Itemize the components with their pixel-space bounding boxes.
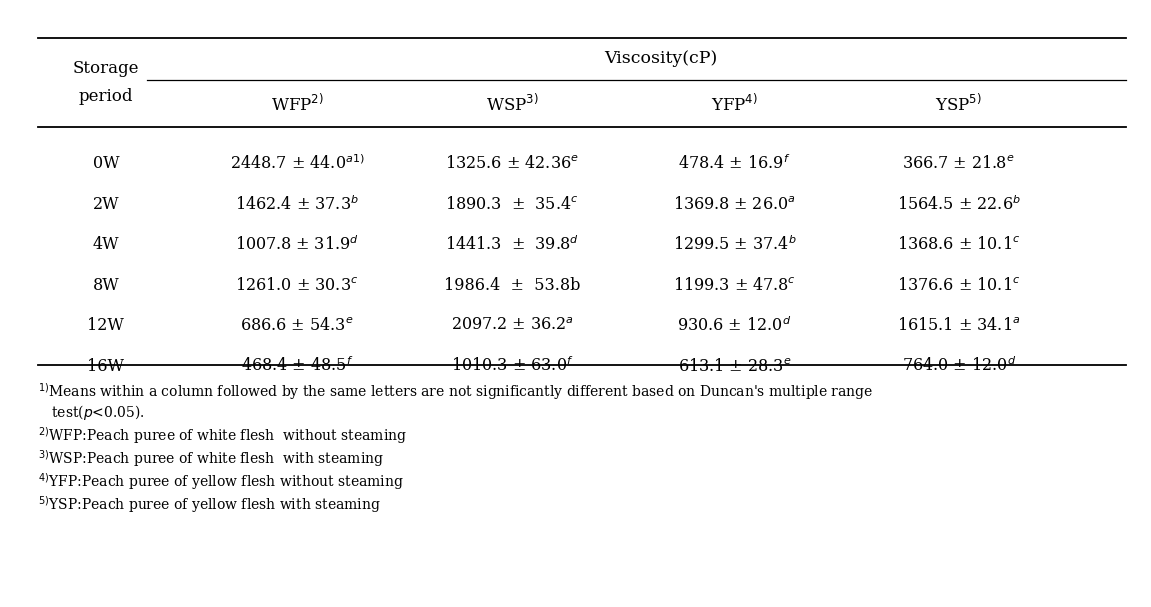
- Text: 1325.6 ± 42.36$^{e}$: 1325.6 ± 42.36$^{e}$: [445, 155, 579, 172]
- Text: 613.1 ± 28.3$^{e}$: 613.1 ± 28.3$^{e}$: [678, 358, 791, 375]
- Text: 4W: 4W: [92, 236, 120, 253]
- Text: YSP$^{5)}$: YSP$^{5)}$: [936, 93, 982, 114]
- Text: Viscosity(cP): Viscosity(cP): [604, 50, 717, 67]
- Text: 1441.3  ±  39.8$^{d}$: 1441.3 ± 39.8$^{d}$: [445, 236, 579, 254]
- Text: WFP$^{2)}$: WFP$^{2)}$: [270, 93, 323, 114]
- Text: 16W: 16W: [87, 358, 124, 375]
- Text: YFP$^{4)}$: YFP$^{4)}$: [711, 93, 757, 114]
- Text: Storage
period: Storage period: [73, 60, 139, 105]
- Text: 1462.4 ± 37.3$^{b}$: 1462.4 ± 37.3$^{b}$: [235, 195, 359, 214]
- Text: 1299.5 ± 37.4$^{b}$: 1299.5 ± 37.4$^{b}$: [672, 236, 796, 254]
- Text: $^{4)}$YFP:Peach puree of yellow flesh without steaming: $^{4)}$YFP:Peach puree of yellow flesh w…: [38, 471, 404, 492]
- Text: 1376.6 ± 10.1$^{c}$: 1376.6 ± 10.1$^{c}$: [897, 277, 1021, 294]
- Text: 2448.7 ± 44.0$^{a1)}$: 2448.7 ± 44.0$^{a1)}$: [229, 155, 365, 173]
- Text: 1007.8 ± 31.9$^{d}$: 1007.8 ± 31.9$^{d}$: [235, 236, 359, 254]
- Text: 1564.5 ± 22.6$^{b}$: 1564.5 ± 22.6$^{b}$: [897, 195, 1021, 214]
- Text: 12W: 12W: [87, 317, 124, 334]
- Text: 468.4 ± 48.5$^{f}$: 468.4 ± 48.5$^{f}$: [241, 357, 353, 375]
- Text: test($p$<0.05).: test($p$<0.05).: [38, 403, 145, 422]
- Text: 1890.3  ±  35.4$^{c}$: 1890.3 ± 35.4$^{c}$: [445, 196, 579, 213]
- Text: 930.6 ± 12.0$^{d}$: 930.6 ± 12.0$^{d}$: [677, 317, 792, 335]
- Text: $^{1)}$Means within a column followed by the same letters are not significantly : $^{1)}$Means within a column followed by…: [38, 381, 874, 402]
- Text: 1369.8 ± 26.0$^{a}$: 1369.8 ± 26.0$^{a}$: [673, 196, 795, 213]
- Text: 1199.3 ± 47.8$^{c}$: 1199.3 ± 47.8$^{c}$: [673, 277, 795, 294]
- Text: 8W: 8W: [92, 277, 120, 294]
- Text: 764.0 ± 12.0$^{d}$: 764.0 ± 12.0$^{d}$: [901, 357, 1016, 375]
- Text: 366.7 ± 21.8$^{e}$: 366.7 ± 21.8$^{e}$: [902, 155, 1015, 172]
- Text: 2W: 2W: [92, 196, 120, 213]
- Text: 0W: 0W: [92, 155, 120, 172]
- Text: 478.4 ± 16.9$^{f}$: 478.4 ± 16.9$^{f}$: [678, 155, 791, 173]
- Text: 1010.3 ± 63.0$^{f}$: 1010.3 ± 63.0$^{f}$: [451, 357, 573, 375]
- Text: 2097.2 ± 36.2$^{a}$: 2097.2 ± 36.2$^{a}$: [451, 317, 573, 334]
- Text: 1986.4  ±  53.8b: 1986.4 ± 53.8b: [444, 277, 580, 294]
- Text: $^{3)}$WSP:Peach puree of white flesh  with steaming: $^{3)}$WSP:Peach puree of white flesh wi…: [38, 448, 384, 469]
- Text: 1368.6 ± 10.1$^{c}$: 1368.6 ± 10.1$^{c}$: [897, 236, 1021, 253]
- Text: WSP$^{3)}$: WSP$^{3)}$: [486, 93, 539, 114]
- Text: 686.6 ± 54.3$^{e}$: 686.6 ± 54.3$^{e}$: [241, 317, 353, 334]
- Text: $^{2)}$WFP:Peach puree of white flesh  without steaming: $^{2)}$WFP:Peach puree of white flesh wi…: [38, 426, 407, 446]
- Text: 1615.1 ± 34.1$^{a}$: 1615.1 ± 34.1$^{a}$: [897, 317, 1021, 334]
- Text: 1261.0 ± 30.3$^{c}$: 1261.0 ± 30.3$^{c}$: [235, 277, 359, 294]
- Text: $^{5)}$YSP:Peach puree of yellow flesh with steaming: $^{5)}$YSP:Peach puree of yellow flesh w…: [38, 495, 381, 515]
